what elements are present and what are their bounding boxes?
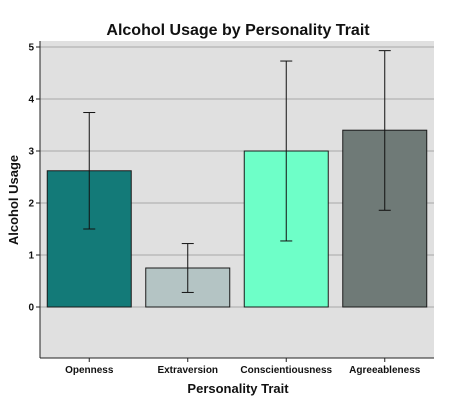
y-tick-label: 5: [28, 43, 34, 54]
x-tick-label: Openness: [65, 365, 114, 376]
y-tick-label: 3: [28, 147, 34, 158]
chart-title: Alcohol Usage by Personality Trait: [106, 22, 370, 39]
y-tick-label: 0: [28, 303, 34, 314]
y-tick-label: 2: [28, 199, 34, 210]
y-tick-label: 4: [28, 95, 34, 106]
x-axis-label: Personality Trait: [187, 381, 289, 396]
x-tick-labels: Openness Extraversion Conscientiousness Agr…: [65, 365, 421, 376]
x-tick-label: Extraversion: [157, 365, 218, 376]
x-tick-label: Agreeableness: [349, 365, 421, 376]
y-tick-labels: 0 1 2 3 4 5: [28, 43, 34, 314]
x-tick-label: Conscientiousness: [240, 365, 332, 376]
error-bars: [83, 50, 391, 293]
axes: [36, 41, 434, 362]
y-axis-label: Alcohol Usage: [6, 155, 21, 245]
y-tick-label: 1: [28, 251, 34, 262]
